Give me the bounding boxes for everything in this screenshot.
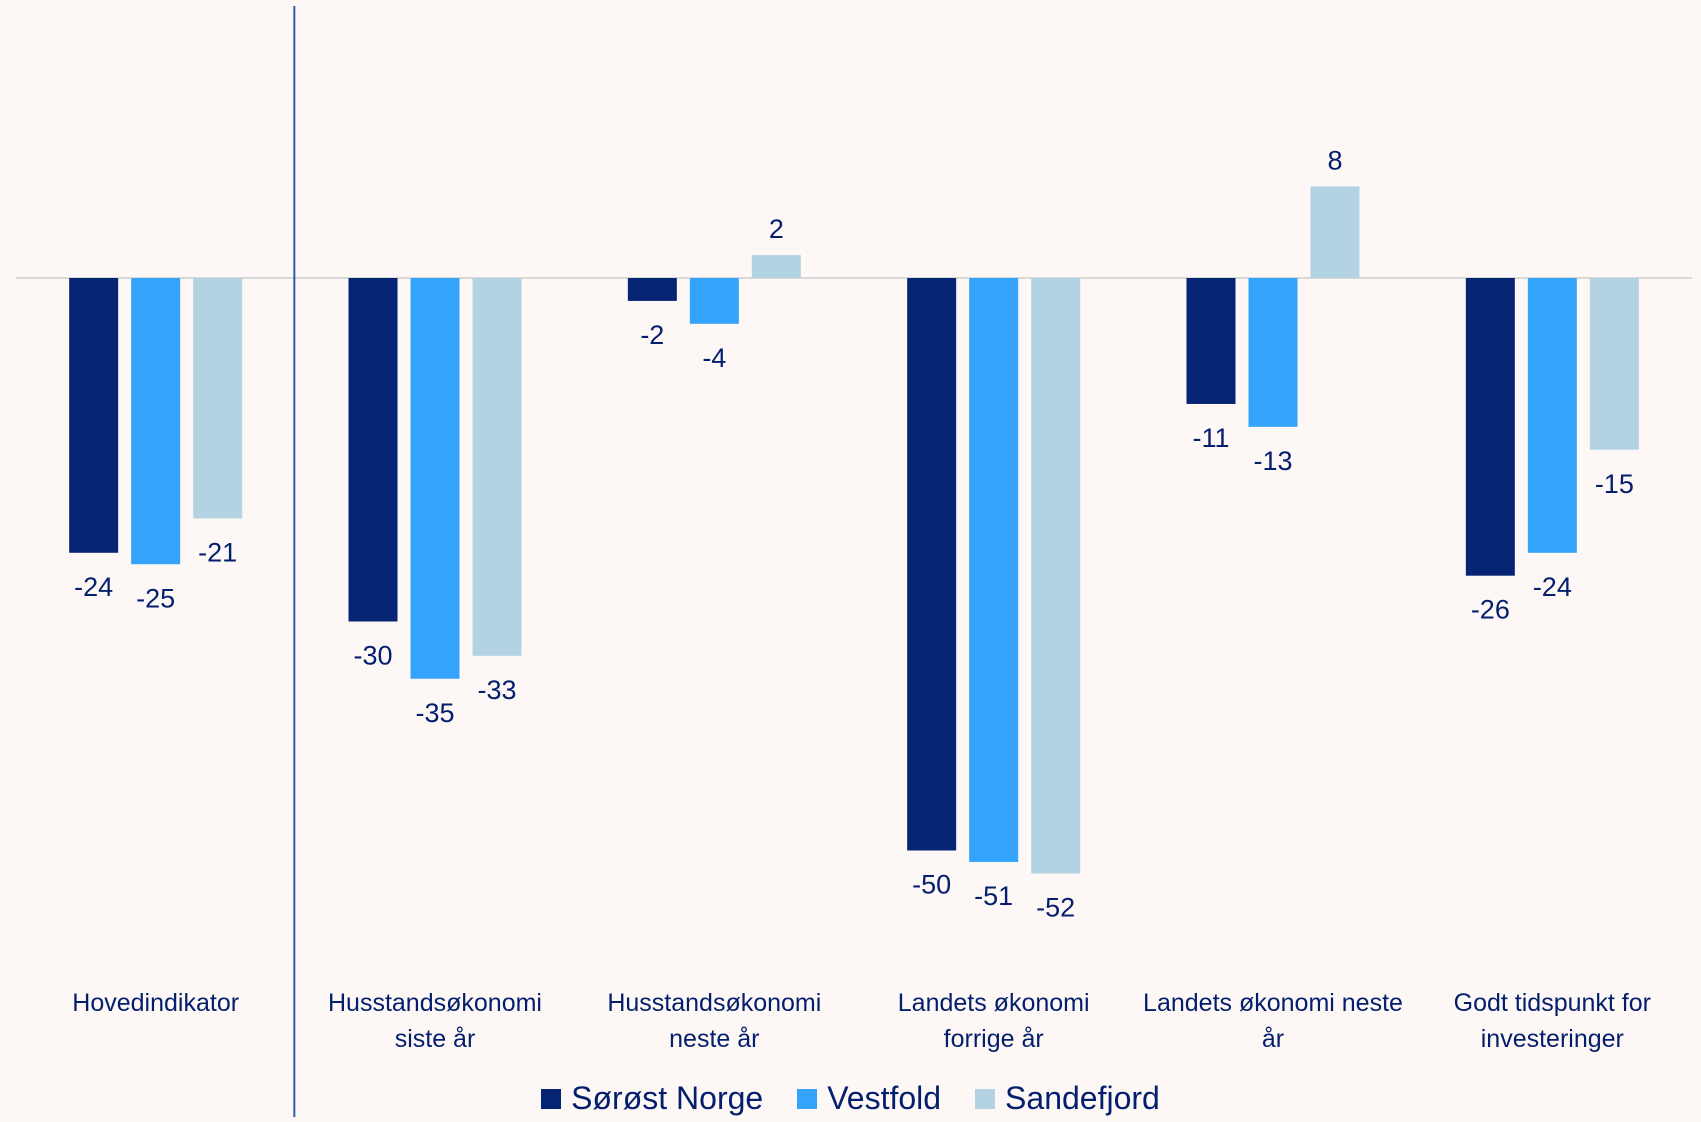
data-label: -2 (640, 320, 664, 350)
legend-label: Sørøst Norge (571, 1080, 764, 1116)
category-label: forrige år (944, 1025, 1044, 1053)
data-label: 8 (1327, 145, 1342, 175)
legend-item: Sørøst Norge (541, 1080, 763, 1117)
data-label: -50 (912, 870, 951, 900)
category-label: Landets økonomi neste (1143, 989, 1403, 1017)
data-label: -30 (353, 641, 392, 671)
bar (1031, 278, 1081, 874)
bar (1310, 186, 1360, 278)
bar (348, 278, 398, 622)
legend-item: Vestfold (797, 1080, 941, 1117)
category-label: siste år (395, 1025, 476, 1053)
legend: Sørøst Norge Vestfold Sandefjord (0, 1080, 1701, 1117)
bar (1248, 278, 1298, 427)
category-label: Godt tidspunkt for (1454, 989, 1651, 1017)
data-label: -24 (1533, 572, 1572, 602)
data-label: -24 (74, 572, 113, 602)
data-label: -26 (1471, 595, 1510, 625)
bar (1527, 278, 1577, 553)
data-label: -21 (198, 537, 237, 567)
data-label: -13 (1253, 446, 1292, 476)
data-label: -35 (415, 698, 454, 728)
category-label: Husstandsøkonomi (328, 989, 542, 1017)
bar (1186, 278, 1236, 404)
bar (751, 255, 801, 278)
data-label: -15 (1595, 469, 1634, 499)
legend-swatch (797, 1088, 818, 1109)
bar (69, 278, 119, 553)
bar (1465, 278, 1515, 576)
data-label: -25 (136, 583, 175, 613)
legend-swatch (541, 1088, 562, 1109)
bar (1589, 278, 1639, 450)
bar (627, 278, 677, 301)
category-label: investeringer (1481, 1025, 1624, 1053)
category-label: år (1262, 1025, 1284, 1053)
data-label: -33 (477, 675, 516, 705)
data-label: -52 (1036, 892, 1075, 922)
data-label: 2 (769, 214, 784, 244)
data-label: -4 (702, 343, 726, 373)
category-label: Hovedindikator (72, 989, 239, 1017)
legend-label: Vestfold (827, 1080, 942, 1116)
category-label: Husstandsøkonomi (607, 989, 821, 1017)
bar (472, 278, 522, 656)
bar (193, 278, 243, 519)
bar (131, 278, 181, 565)
bar (689, 278, 739, 324)
legend-label: Sandefjord (1005, 1080, 1160, 1116)
data-label: -11 (1192, 423, 1229, 453)
bar (410, 278, 460, 679)
bar (907, 278, 957, 851)
bar (969, 278, 1019, 862)
data-label: -51 (974, 881, 1013, 911)
legend-swatch (975, 1088, 996, 1109)
category-label: neste år (669, 1025, 759, 1053)
legend-item: Sandefjord (975, 1080, 1160, 1117)
category-label: Landets økonomi (898, 989, 1090, 1017)
